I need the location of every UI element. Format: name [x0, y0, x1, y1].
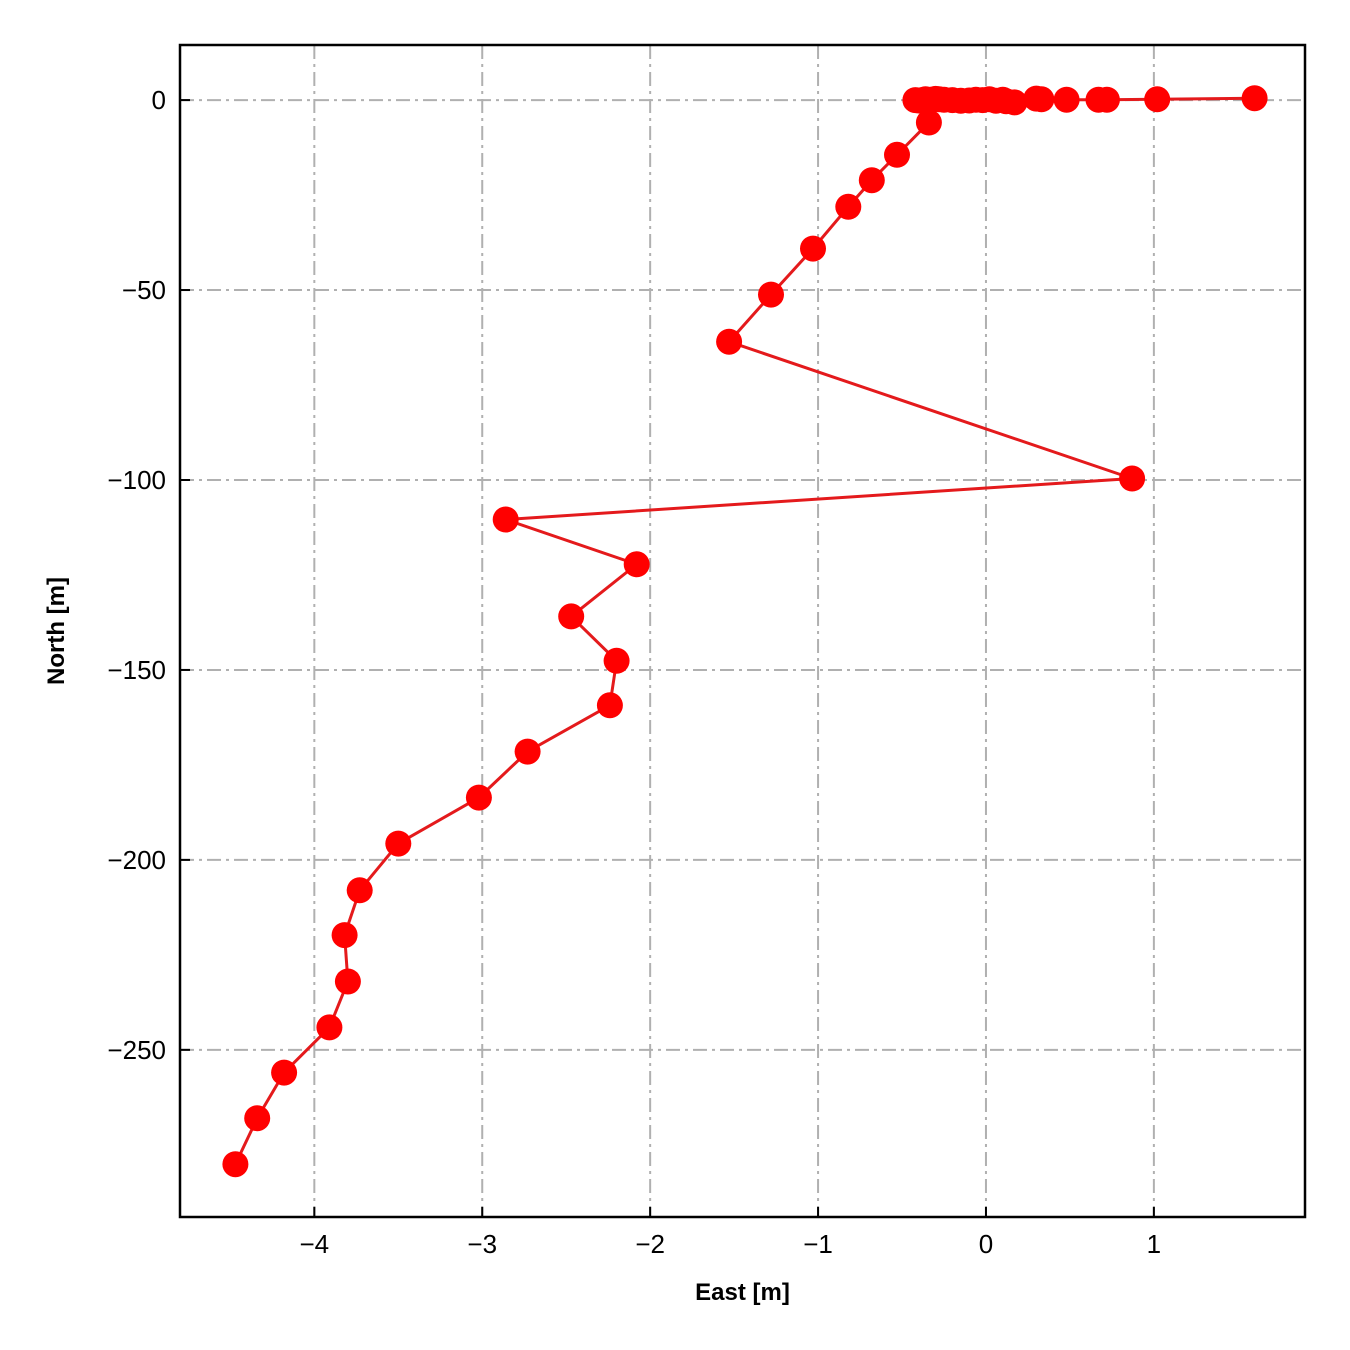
data-point: [514, 738, 541, 765]
x-tick-label: −2: [635, 1229, 665, 1259]
data-point: [716, 328, 743, 355]
data-point: [1023, 85, 1050, 112]
y-axis-label: North [m]: [43, 577, 70, 685]
x-tick-label: −4: [300, 1229, 330, 1259]
y-tick-label: 0: [152, 85, 166, 115]
x-tick-label: −1: [803, 1229, 833, 1259]
series-line: [234, 96, 1255, 1165]
x-tick-label: 0: [979, 1229, 993, 1259]
data-point: [244, 1105, 271, 1132]
data-point: [316, 1014, 343, 1041]
y-tick-label: −50: [122, 275, 166, 305]
data-point: [1053, 86, 1080, 113]
data-point: [758, 281, 784, 308]
x-tick-label: 1: [1147, 1229, 1161, 1259]
data-point: [331, 922, 358, 949]
data-point: [1241, 85, 1268, 112]
data-point: [858, 167, 885, 194]
x-tick-label: −3: [467, 1229, 497, 1259]
data-point: [800, 235, 826, 262]
y-tick-label: −250: [107, 1035, 166, 1065]
grid: [180, 45, 1305, 1217]
data-point: [915, 109, 942, 136]
y-tick-label: −150: [107, 655, 166, 685]
data-point: [1119, 465, 1146, 492]
data-point: [334, 968, 361, 995]
series-layer: [222, 85, 1268, 1178]
data-point: [558, 603, 585, 630]
data-point: [902, 87, 929, 114]
data-point: [623, 551, 650, 578]
data-point: [346, 877, 373, 904]
y-axis-ticks: 0 −50 −100 −150 −200 −250: [107, 85, 190, 1065]
data-point: [492, 506, 519, 533]
data-point: [271, 1059, 298, 1086]
data-point: [222, 1151, 249, 1178]
data-point: [596, 692, 623, 719]
data-point: [465, 784, 492, 811]
data-point: [1144, 86, 1171, 113]
data-point: [835, 193, 862, 220]
x-axis-ticks: −4 −3 −2 −1 0 1: [300, 1207, 1161, 1259]
data-point: [385, 830, 412, 857]
y-tick-label: −100: [107, 465, 166, 495]
plot-frame: [178, 43, 1307, 1219]
x-axis-label: East [m]: [695, 1279, 790, 1306]
y-tick-label: −200: [107, 845, 166, 875]
data-point: [603, 647, 630, 674]
data-point: [884, 141, 910, 168]
data-point: [1085, 86, 1112, 113]
